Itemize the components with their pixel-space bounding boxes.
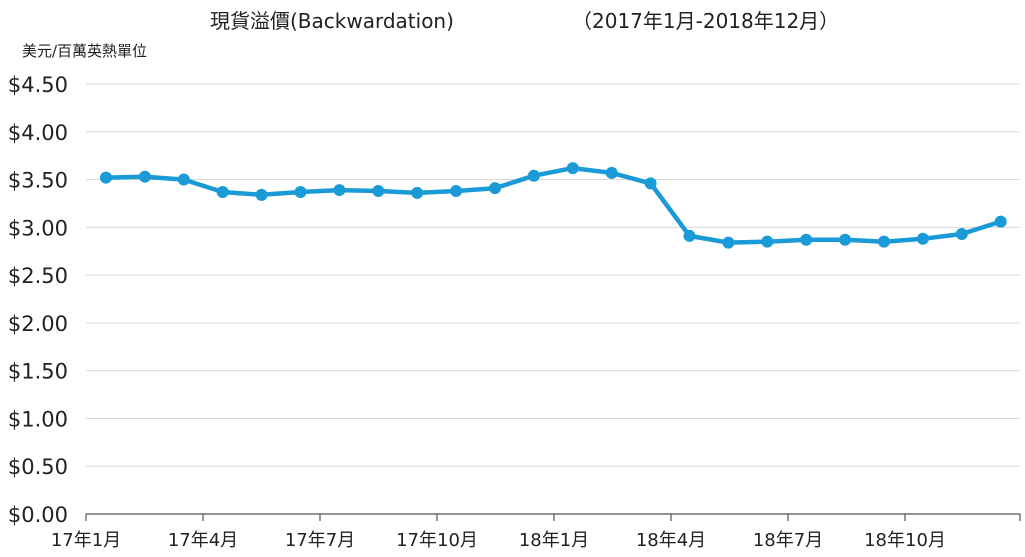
- data-point: [761, 235, 774, 248]
- data-point: [527, 169, 540, 182]
- y-tick-label: $4.50: [8, 73, 68, 97]
- y-tick-label: $3.00: [8, 216, 68, 240]
- grid-lines: [86, 83, 1020, 467]
- data-point: [489, 182, 501, 195]
- data-point: [800, 233, 813, 246]
- x-axis: 17年1月 17年4月 17年7月 17年10月 18年1月 18年4月 18年7月 18年1…: [51, 513, 1021, 551]
- data-point: [955, 228, 968, 241]
- y-tick-label: $4.00: [8, 121, 68, 145]
- data-series: [100, 162, 1007, 249]
- x-tick-label: 17年4月: [168, 530, 238, 551]
- data-point: [683, 229, 696, 242]
- data-point: [294, 185, 307, 198]
- x-tick-label: 18年4月: [636, 530, 706, 551]
- y-tick-label: $1.50: [8, 360, 68, 384]
- data-point: [411, 186, 424, 199]
- data-point: [878, 235, 890, 248]
- data-point: [605, 166, 618, 179]
- x-tick-label: 18年10月: [864, 530, 946, 551]
- data-point: [100, 171, 112, 184]
- data-point: [722, 236, 735, 249]
- y-tick-label: $0.00: [8, 503, 68, 527]
- chart-subtitle: （2017年1月-2018年12月）: [572, 9, 839, 33]
- data-point: [177, 173, 190, 186]
- y-tick-label: $1.00: [8, 407, 68, 431]
- data-point: [994, 215, 1007, 228]
- data-point: [450, 185, 463, 198]
- data-point: [216, 185, 229, 198]
- series-line: [105, 165, 1002, 245]
- data-point: [333, 184, 346, 197]
- data-point: [372, 185, 385, 198]
- data-point: [916, 232, 929, 245]
- x-tick-label: 18年1月: [519, 530, 589, 551]
- data-point: [255, 188, 268, 201]
- data-point: [644, 177, 657, 190]
- y-tick-label: $0.50: [8, 455, 68, 479]
- data-point: [138, 170, 151, 183]
- x-tick-label: 17年10月: [396, 530, 478, 551]
- y-tick-label: $2.00: [8, 312, 68, 336]
- data-point: [566, 162, 579, 175]
- y-axis-unit-label: 美元/百萬英熱單位: [22, 42, 147, 60]
- y-tick-label: $2.50: [8, 264, 68, 288]
- x-tick-label: 17年1月: [51, 530, 121, 551]
- x-tick-label: 18年7月: [753, 530, 823, 551]
- y-tick-label: $3.50: [8, 169, 68, 193]
- chart-title: 現貨溢價(Backwardation): [210, 9, 454, 33]
- x-tick-label: 17年7月: [285, 530, 355, 551]
- data-point: [839, 233, 852, 246]
- y-axis-ticks: $0.00 $0.50 $1.00 $1.50 $2.00 $2.50 $3.00 $3.50…: [8, 73, 68, 527]
